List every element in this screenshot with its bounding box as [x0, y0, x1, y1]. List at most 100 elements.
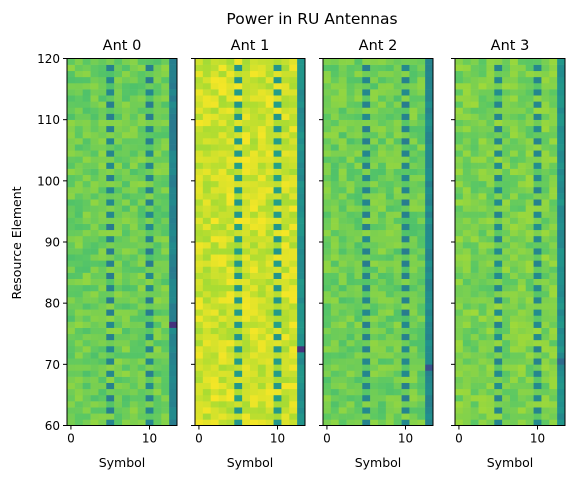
heatmap-cell [525, 333, 534, 341]
heatmap-cell [210, 413, 219, 420]
heatmap-cell [557, 58, 566, 65]
heatmap-cell [425, 388, 434, 396]
heatmap-cell [502, 235, 511, 243]
heatmap-cell [129, 401, 139, 408]
heatmap-cell [401, 235, 410, 243]
heatmap-cell [549, 290, 558, 298]
heatmap-cell [330, 321, 340, 328]
heatmap-cell [455, 376, 464, 383]
heatmap-cell [98, 303, 107, 310]
heatmap-cell [330, 297, 340, 304]
heatmap-cell [533, 419, 542, 426]
heatmap-cell [90, 352, 99, 359]
heatmap-cell [502, 327, 511, 335]
heatmap-cell [502, 95, 511, 102]
heatmap-cell [265, 217, 274, 224]
heatmap-cell [281, 413, 290, 420]
heatmap-cell [90, 193, 99, 200]
heatmap-cell [218, 193, 227, 200]
heatmap-cell [502, 376, 511, 383]
heatmap-cell [409, 199, 418, 206]
heatmap-cell [129, 211, 139, 218]
heatmap-cell [510, 370, 519, 377]
heatmap-cell [169, 150, 178, 157]
heatmap-cell [417, 297, 426, 304]
heatmap-cell [494, 272, 503, 279]
heatmap-cell [161, 101, 170, 108]
heatmap-cell [153, 242, 162, 249]
heatmap-cell [510, 125, 519, 133]
heatmap-cell [401, 284, 410, 292]
heatmap-cell [257, 156, 267, 163]
heatmap-cell [517, 64, 527, 72]
heatmap-cell [462, 401, 472, 408]
heatmap-cell [502, 229, 511, 237]
heatmap-cell [525, 242, 534, 249]
heatmap-cell [370, 376, 379, 383]
heatmap-cell [74, 290, 84, 298]
heatmap-cell [122, 321, 131, 328]
heatmap-cell [210, 125, 219, 133]
heatmap-cell [455, 205, 464, 212]
heatmap-cell [226, 315, 235, 322]
heatmap-cell [525, 272, 534, 279]
heatmap-cell [67, 150, 76, 157]
heatmap-cell [517, 150, 527, 157]
heatmap-cell [242, 76, 251, 84]
heatmap-cell [378, 138, 387, 145]
heatmap-cell [250, 352, 259, 359]
heatmap-cell [462, 138, 472, 145]
heatmap-cell [494, 284, 503, 292]
heatmap-cell [67, 156, 76, 163]
heatmap-cell [470, 382, 479, 390]
heatmap-cell [362, 242, 371, 249]
heatmap-cell [549, 150, 558, 157]
heatmap-cell [462, 254, 472, 261]
heatmap-cell [362, 113, 371, 120]
heatmap-cell [234, 138, 243, 145]
heatmap-cell [122, 156, 131, 163]
heatmap-cell [541, 58, 550, 65]
heatmap-cell [455, 180, 464, 188]
heatmap-cell [557, 309, 566, 316]
heatmap-cell [129, 235, 139, 243]
heatmap-cell [525, 131, 534, 139]
heatmap-cell [169, 186, 178, 194]
heatmap-cell [234, 370, 243, 377]
heatmap-cell [289, 413, 298, 420]
heatmap-cell [338, 199, 347, 206]
heatmap-cell [67, 345, 76, 353]
heatmap-cell [462, 107, 472, 114]
heatmap-cell [378, 394, 387, 402]
heatmap-cell [273, 260, 282, 267]
heatmap-cell [557, 290, 566, 298]
heatmap-cell [362, 284, 371, 292]
heatmap-cell [378, 205, 387, 212]
heatmap-cell [462, 64, 472, 72]
heatmap-cell [257, 309, 267, 316]
heatmap-cell [470, 138, 479, 145]
heatmap-cell [90, 254, 99, 261]
heatmap-cell [517, 290, 527, 298]
heatmap-cell [510, 352, 519, 359]
heatmap-cell [242, 193, 251, 200]
heatmap-cell [114, 223, 123, 231]
heatmap-cell [494, 205, 503, 212]
heatmap-cell [478, 150, 487, 157]
heatmap-cell [250, 266, 259, 273]
heatmap-cell [169, 144, 178, 151]
heatmap-cell [265, 138, 274, 145]
heatmap-cell [74, 278, 84, 286]
heatmap-cell [218, 284, 227, 292]
heatmap-cell [242, 235, 251, 243]
heatmap-cell [161, 119, 170, 127]
heatmap-cell [257, 144, 267, 151]
heatmap-cell [323, 95, 332, 102]
heatmap-cell [234, 229, 243, 237]
heatmap-cell [242, 138, 251, 145]
heatmap-cell [129, 113, 139, 120]
heatmap-cell [470, 370, 479, 377]
heatmap-cell [323, 205, 332, 212]
heatmap-cell [470, 211, 479, 218]
heatmap-cell [338, 64, 347, 72]
